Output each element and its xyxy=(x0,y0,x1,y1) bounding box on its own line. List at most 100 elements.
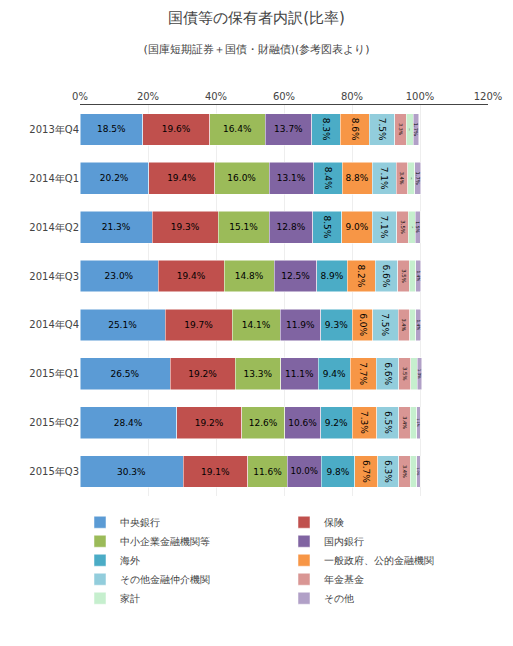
svg-text:7.5%: 7.5% xyxy=(380,313,390,336)
svg-text:19.7%: 19.7% xyxy=(184,320,213,330)
svg-text:年金基金: 年金基金 xyxy=(324,574,364,585)
svg-text:28.4%: 28.4% xyxy=(114,418,143,428)
svg-text:7.7%: 7.7% xyxy=(358,362,368,385)
svg-text:19.3%: 19.3% xyxy=(171,222,200,232)
svg-text:3.5%: 3.5% xyxy=(400,220,406,233)
svg-text:2014年Q2: 2014年Q2 xyxy=(29,222,79,233)
svg-text:2.1%: 2.1% xyxy=(410,177,412,180)
svg-text:7.1%: 7.1% xyxy=(379,167,389,190)
svg-text:9.2%: 9.2% xyxy=(325,418,348,428)
svg-text:2014年Q1: 2014年Q1 xyxy=(29,173,79,184)
svg-text:11.6%: 11.6% xyxy=(253,467,282,477)
svg-text:1.8%: 1.8% xyxy=(413,325,414,326)
svg-text:9.8%: 9.8% xyxy=(326,467,349,477)
svg-text:21.3%: 21.3% xyxy=(102,222,131,232)
svg-text:家計: 家計 xyxy=(120,593,140,604)
svg-text:9.4%: 9.4% xyxy=(323,369,346,379)
svg-text:3.4%: 3.4% xyxy=(401,318,407,331)
svg-text:1.8%: 1.8% xyxy=(414,471,415,472)
svg-text:6.5%: 6.5% xyxy=(383,411,393,434)
svg-text:一般政府、公的金融機関: 一般政府、公的金融機関 xyxy=(324,555,434,566)
svg-text:(国庫短期証券＋国債・財融債)(参考図表より): (国庫短期証券＋国債・財融債)(参考図表より) xyxy=(143,43,369,56)
svg-text:13.7%: 13.7% xyxy=(274,124,303,134)
svg-text:20.2%: 20.2% xyxy=(100,173,129,183)
svg-text:その他金融仲介機関: その他金融仲介機関 xyxy=(120,574,210,585)
svg-text:8.4%: 8.4% xyxy=(323,167,333,190)
svg-text:8.5%: 8.5% xyxy=(322,216,332,239)
svg-text:2.1%: 2.1% xyxy=(408,128,410,131)
svg-text:13.3%: 13.3% xyxy=(243,369,272,379)
svg-text:26.5%: 26.5% xyxy=(111,369,140,379)
svg-text:7.3%: 7.3% xyxy=(359,411,369,434)
svg-text:9.3%: 9.3% xyxy=(325,320,348,330)
svg-text:8.6%: 8.6% xyxy=(350,118,360,141)
svg-text:中小企業金融機関等: 中小企業金融機関等 xyxy=(120,536,210,547)
svg-text:3.4%: 3.4% xyxy=(399,172,405,185)
svg-text:6.6%: 6.6% xyxy=(383,362,393,385)
svg-text:国債等の保有者内訳(比率): 国債等の保有者内訳(比率) xyxy=(168,9,345,27)
svg-text:1.5%: 1.5% xyxy=(415,221,420,233)
svg-text:9.0%: 9.0% xyxy=(345,222,368,232)
svg-text:40%: 40% xyxy=(205,91,227,102)
svg-text:1.4%: 1.4% xyxy=(416,319,421,330)
svg-text:1.7%: 1.7% xyxy=(415,172,421,185)
svg-text:11.1%: 11.1% xyxy=(285,369,314,379)
svg-text:19.4%: 19.4% xyxy=(177,271,206,281)
svg-text:国内銀行: 国内銀行 xyxy=(324,536,364,547)
svg-text:中央銀行: 中央銀行 xyxy=(120,517,160,528)
svg-text:3.5%: 3.5% xyxy=(401,269,407,282)
svg-text:7.1%: 7.1% xyxy=(379,216,389,239)
svg-text:3.4%: 3.4% xyxy=(402,465,408,478)
svg-text:8.9%: 8.9% xyxy=(320,271,343,281)
svg-text:19.1%: 19.1% xyxy=(201,467,230,477)
svg-text:19.2%: 19.2% xyxy=(188,369,217,379)
svg-text:6.3%: 6.3% xyxy=(383,460,393,483)
svg-text:12.5%: 12.5% xyxy=(281,271,310,281)
svg-text:100%: 100% xyxy=(406,91,435,102)
svg-text:3.5%: 3.5% xyxy=(402,367,408,380)
svg-text:2014年Q3: 2014年Q3 xyxy=(29,271,79,282)
svg-text:10.0%: 10.0% xyxy=(290,466,318,476)
svg-text:20%: 20% xyxy=(137,91,159,102)
svg-text:1.7%: 1.7% xyxy=(413,123,419,136)
svg-text:18.5%: 18.5% xyxy=(97,124,126,134)
svg-text:2015年Q1: 2015年Q1 xyxy=(29,368,79,379)
svg-text:25.1%: 25.1% xyxy=(108,320,137,330)
svg-text:1.4%: 1.4% xyxy=(416,271,421,282)
svg-text:19.4%: 19.4% xyxy=(167,173,196,183)
svg-text:8.2%: 8.2% xyxy=(356,264,366,287)
svg-text:1.0%: 1.0% xyxy=(416,468,420,476)
svg-text:14.8%: 14.8% xyxy=(235,271,264,281)
svg-text:19.2%: 19.2% xyxy=(195,418,224,428)
svg-text:6.0%: 6.0% xyxy=(358,313,368,336)
svg-text:80%: 80% xyxy=(341,91,363,102)
svg-text:16.4%: 16.4% xyxy=(223,124,252,134)
svg-text:2.0%: 2.0% xyxy=(412,226,413,228)
svg-text:8.3%: 8.3% xyxy=(321,118,331,141)
svg-text:8.8%: 8.8% xyxy=(345,173,368,183)
svg-text:3.3%: 3.3% xyxy=(398,123,403,135)
svg-text:保険: 保険 xyxy=(324,517,344,528)
svg-text:0%: 0% xyxy=(72,91,88,102)
svg-text:11.9%: 11.9% xyxy=(286,320,315,330)
svg-text:120%: 120% xyxy=(474,91,503,102)
svg-text:14.1%: 14.1% xyxy=(242,320,271,330)
svg-text:1.3%: 1.3% xyxy=(417,369,422,379)
svg-text:12.6%: 12.6% xyxy=(249,418,278,428)
svg-text:2015年Q3: 2015年Q3 xyxy=(29,466,79,477)
svg-text:30.3%: 30.3% xyxy=(117,467,146,477)
svg-text:13.1%: 13.1% xyxy=(277,173,306,183)
svg-text:海外: 海外 xyxy=(120,555,140,566)
svg-text:6.7%: 6.7% xyxy=(361,460,371,483)
svg-text:1.1%: 1.1% xyxy=(416,418,420,427)
svg-text:3.4%: 3.4% xyxy=(402,416,408,429)
svg-text:1.9%: 1.9% xyxy=(413,276,414,278)
svg-text:7.5%: 7.5% xyxy=(377,118,387,141)
svg-text:16.0%: 16.0% xyxy=(227,173,256,183)
svg-text:60%: 60% xyxy=(273,91,295,102)
svg-text:15.1%: 15.1% xyxy=(229,222,258,232)
svg-text:19.6%: 19.6% xyxy=(162,124,191,134)
svg-text:6.6%: 6.6% xyxy=(381,264,391,287)
svg-text:2014年Q4: 2014年Q4 xyxy=(29,319,79,330)
svg-text:2013年Q4: 2013年Q4 xyxy=(29,124,79,135)
